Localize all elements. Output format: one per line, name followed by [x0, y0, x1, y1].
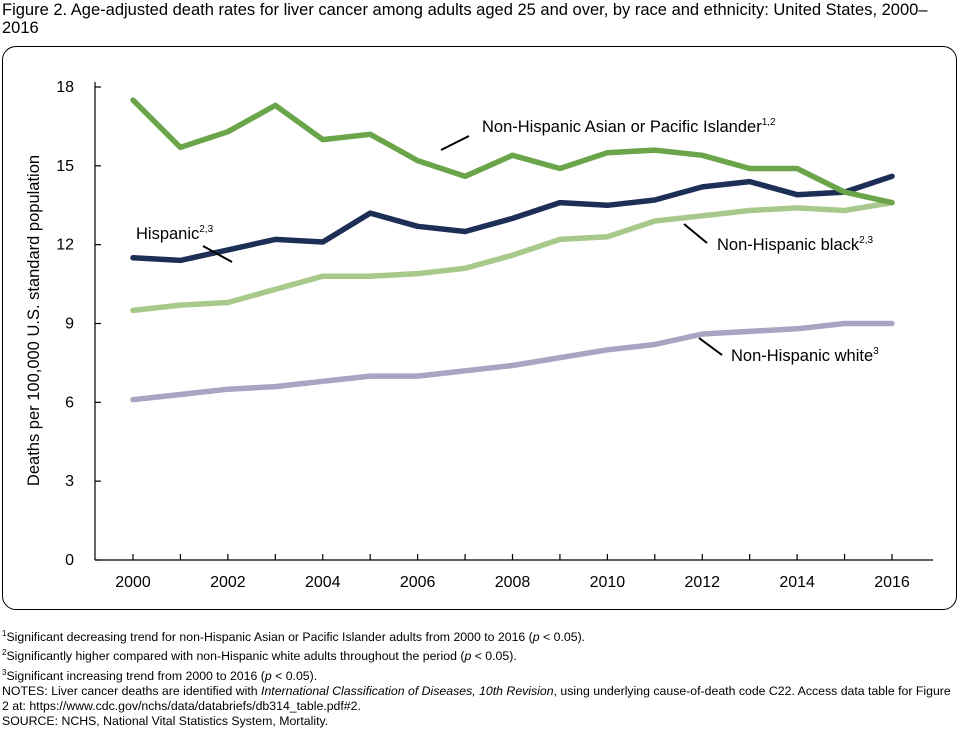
leader-line [440, 135, 470, 151]
y-tick-label: 6 [65, 394, 74, 411]
x-tick-label: 2002 [210, 574, 246, 591]
x-tick-label: 2012 [684, 574, 720, 591]
series-nh-white-line [130, 320, 895, 403]
y-tick-label: 18 [56, 79, 74, 96]
series-nh-white-label: Non-Hispanic white3 [731, 346, 879, 365]
y-tick-label: 15 [56, 158, 74, 175]
y-tick-label: 3 [65, 473, 74, 490]
x-tick-label: 2010 [590, 574, 626, 591]
footnote-1: 1Significant decreasing trend for non-Hi… [2, 629, 586, 645]
footnote-2: 2Significantly higher compared with non-… [2, 648, 517, 664]
y-tick-label: 9 [65, 316, 74, 333]
footnote-3: 3Significant increasing trend from 2000 … [2, 667, 318, 683]
leader-line [202, 245, 233, 263]
y-tick-label: 12 [56, 237, 74, 254]
x-tick-label: 2008 [495, 574, 531, 591]
chart-frame [2, 46, 957, 610]
footnotes: 1Significant decreasing trend for non-Hi… [2, 626, 952, 730]
series-nh-asian-pi-line [130, 97, 895, 206]
y-axis-title: Deaths per 100,000 U.S. standard populat… [25, 155, 43, 486]
leader-line [683, 223, 708, 244]
series-nh-black-line [130, 199, 895, 314]
source: SOURCE: NCHS, National Vital Statistics … [2, 714, 329, 729]
notes: NOTES: Liver cancer deaths are identifie… [2, 683, 951, 714]
leader-line [698, 337, 723, 356]
series-nh-black-label: Non-Hispanic black2,3 [717, 235, 873, 254]
series-hispanic-label: Hispanic2,3 [136, 224, 214, 243]
x-tick-label: 2014 [779, 574, 815, 591]
x-tick-label: 2000 [115, 574, 151, 591]
x-tick-label: 2006 [400, 574, 436, 591]
x-tick-label: 2016 [874, 574, 910, 591]
x-tick-label: 2004 [305, 574, 341, 591]
y-tick-label: 0 [65, 552, 74, 569]
series-nh-asian-pi-label: Non-Hispanic Asian or Pacific Islander1,… [482, 117, 776, 136]
figure-title: Figure 2. Age-adjusted death rates for l… [2, 1, 928, 37]
series-hispanic-line [130, 173, 895, 264]
